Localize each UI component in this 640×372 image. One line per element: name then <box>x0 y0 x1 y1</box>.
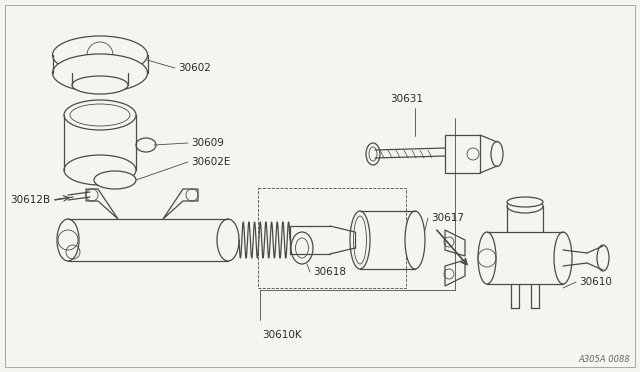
Ellipse shape <box>597 245 609 271</box>
Ellipse shape <box>507 199 543 213</box>
Ellipse shape <box>291 232 313 264</box>
Text: 30602E: 30602E <box>191 157 230 167</box>
Ellipse shape <box>554 232 572 284</box>
Ellipse shape <box>350 211 370 269</box>
Polygon shape <box>445 260 465 286</box>
Ellipse shape <box>72 76 128 94</box>
Text: 30617: 30617 <box>431 213 464 223</box>
Ellipse shape <box>366 143 380 165</box>
Ellipse shape <box>478 232 496 284</box>
Ellipse shape <box>64 155 136 185</box>
Ellipse shape <box>491 141 503 167</box>
Ellipse shape <box>217 219 239 261</box>
Text: 30612B: 30612B <box>10 195 50 205</box>
Text: 30609: 30609 <box>191 138 224 148</box>
Text: 30618: 30618 <box>313 267 346 277</box>
Ellipse shape <box>405 211 425 269</box>
Bar <box>445 135 480 173</box>
Text: A305A 0088: A305A 0088 <box>579 355 630 364</box>
Polygon shape <box>86 189 118 219</box>
Ellipse shape <box>507 197 543 207</box>
Ellipse shape <box>136 138 156 152</box>
Ellipse shape <box>52 36 147 74</box>
Text: 30610K: 30610K <box>262 330 301 340</box>
Ellipse shape <box>64 100 136 130</box>
Text: 30602: 30602 <box>178 63 211 73</box>
Ellipse shape <box>94 171 136 189</box>
Polygon shape <box>445 230 465 256</box>
Ellipse shape <box>57 219 79 261</box>
Polygon shape <box>163 189 198 219</box>
Ellipse shape <box>52 54 147 92</box>
Text: 30631: 30631 <box>390 94 423 104</box>
Bar <box>258 188 406 288</box>
Text: 30610: 30610 <box>579 277 612 287</box>
